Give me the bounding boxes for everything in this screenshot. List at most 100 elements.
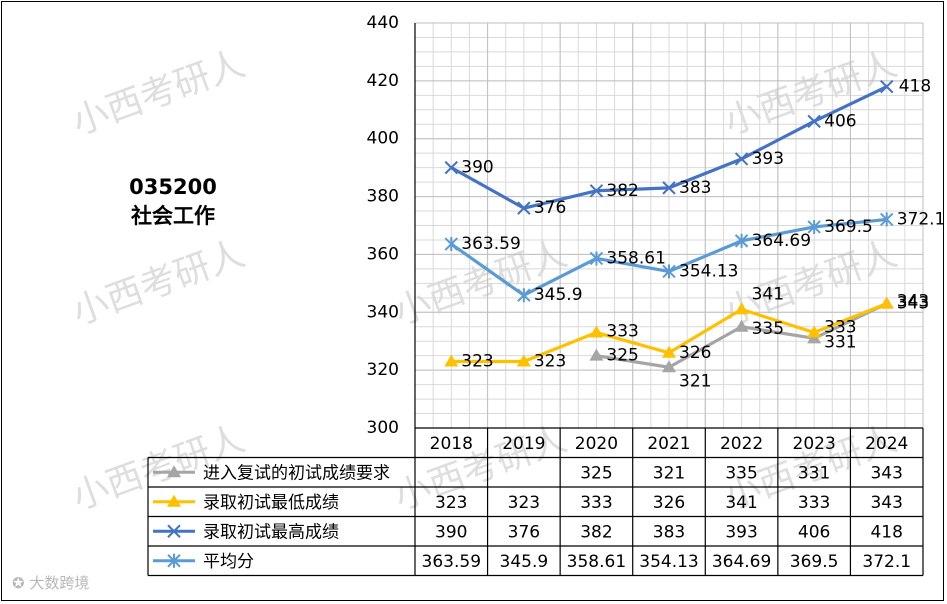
data-point [517,201,531,215]
data-label: 333 [824,318,856,338]
data-point [589,184,604,198]
data-point [444,237,458,252]
legend-series-name: 进入复试的初试成绩要求 [203,463,390,483]
legend-marker [167,465,181,478]
data-label: 369.5 [824,217,873,237]
data-label: 341 [752,284,784,304]
data-point [662,345,676,358]
data-label: 376 [534,198,566,218]
y-tick-label: 440 [367,13,399,33]
series-markers [444,79,894,373]
data-point [589,348,604,361]
data-label: 390 [461,158,493,178]
table-cell-value: 369.5 [790,552,839,572]
data-point [517,288,531,303]
data-point [734,302,749,315]
table-cell-value: 333 [798,493,830,513]
y-tick-label: 300 [367,418,399,438]
x-category-label: 2018 [430,434,473,454]
data-point [444,160,458,175]
x-category-label: 2019 [502,434,545,454]
data-point [734,152,749,166]
table-cell-value: 323 [435,493,467,513]
table-cell-value: 390 [435,522,467,542]
y-tick-label: 400 [367,129,399,149]
data-label: 354.13 [679,261,738,281]
y-tick-label: 420 [367,71,399,91]
data-label: 325 [606,346,638,366]
y-tick-label: 340 [367,302,399,322]
table-cell-value: 376 [508,522,540,542]
data-label: 331 [824,332,856,352]
data-point [662,360,676,373]
y-tick-label: 380 [367,187,399,207]
data-label: 393 [752,149,784,169]
gridlines [414,22,924,429]
table-cell-value: 418 [870,522,902,542]
data-label: 326 [679,343,711,363]
data-point [589,325,604,338]
table-cell-value: 393 [725,522,757,542]
table-cell-value: 372.1 [862,552,911,572]
table-cell-value: 325 [580,463,612,483]
x-category-label: 2022 [720,434,763,454]
data-label: 333 [606,322,638,342]
legend-marker [167,494,181,507]
data-point [444,354,459,367]
data-label: 372.1 [897,209,946,229]
data-point [662,264,676,279]
data-label: 382 [606,181,638,201]
data-table: 2018 2019 2020 2021 2022 2023 2024 进入复试的初试成绩要求 3… [147,427,924,577]
data-label: 335 [752,319,784,339]
x-category-label: 2024 [865,434,908,454]
data-label: 343 [897,292,929,312]
table-cell-value: 343 [870,463,902,483]
table-cell-value: 321 [653,463,685,483]
data-point [662,181,676,195]
data-point [807,325,822,338]
x-category-label: 2021 [647,434,690,454]
legend-marker [167,524,181,538]
data-label: 406 [824,111,856,131]
table-cell-value: 406 [798,522,830,542]
table-cell-value: 383 [653,522,685,542]
data-point [880,79,894,94]
table-cell-value: 382 [580,522,612,542]
data-label: 358.61 [606,248,665,268]
table-cell-value: 333 [580,493,612,513]
legend-series-name: 录取初试最低成绩 [203,493,339,513]
data-point [734,233,749,248]
table-cell-value: 354.13 [639,552,698,572]
weibo-icon: ✪ [12,574,30,592]
legend-marker [167,553,181,568]
table-cell-value: 345.9 [500,552,549,572]
table-cell-value: 341 [725,493,757,513]
table-cell-value: 335 [725,463,757,483]
table-cell-value: 326 [653,493,685,513]
data-point [807,114,821,129]
legend-key [153,465,195,478]
chart-title-block: 035200 社会工作 [88,173,258,231]
x-category-label: 2023 [793,434,836,454]
chart-subtitle: 社会工作 [131,204,215,228]
data-point [880,212,894,227]
data-label: 363.59 [461,234,520,254]
data-point [807,219,821,234]
watermark-text: 小西考研人 [67,43,250,143]
chart-title: 035200 [129,175,217,199]
data-label: 321 [679,371,711,391]
footer-logo-text: 大数跨境 [29,574,90,592]
table-cell-value: 323 [508,493,540,513]
y-tick-label: 360 [367,244,399,264]
data-label: 418 [899,77,931,97]
data-label: 364.69 [752,231,811,251]
footer-logo: ✪ 大数跨境 [12,572,89,593]
data-label: 345.9 [534,285,583,305]
data-point [516,354,531,367]
table-cell-value: 358.61 [567,552,626,572]
data-label: 323 [534,351,566,371]
watermark-text: 小西考研人 [67,233,250,333]
